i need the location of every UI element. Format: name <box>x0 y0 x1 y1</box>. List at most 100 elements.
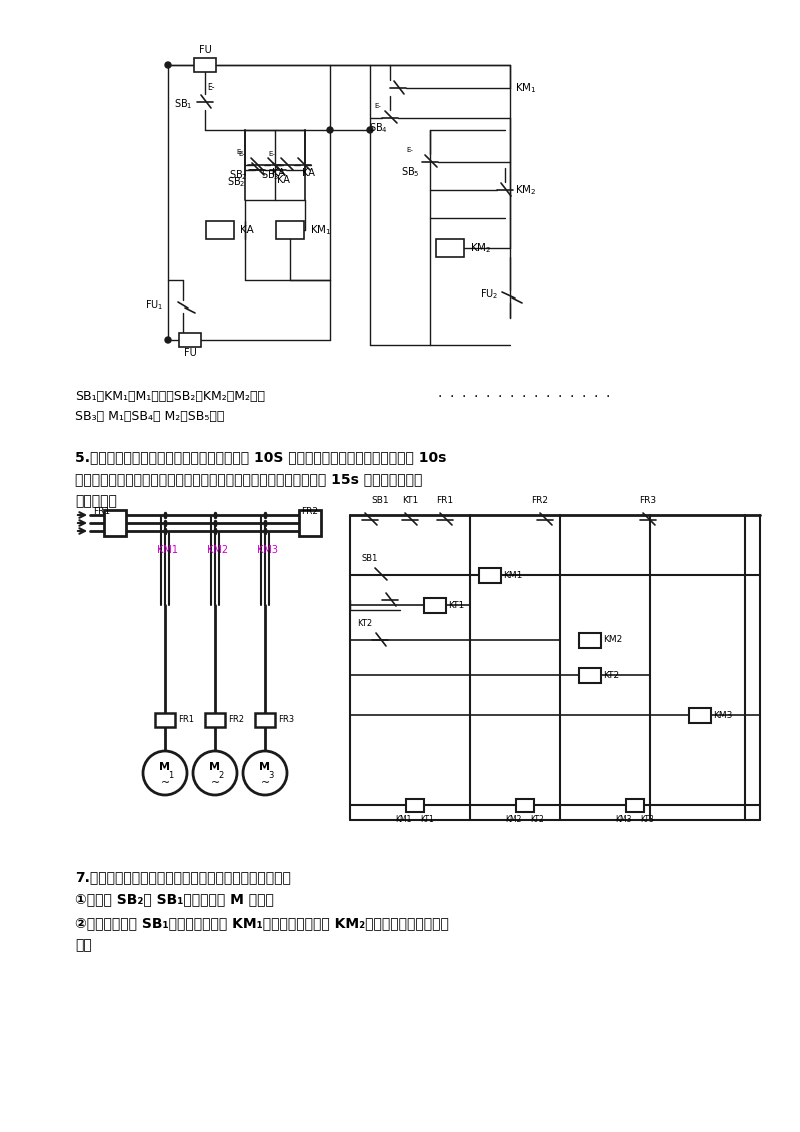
Text: E-: E- <box>207 84 214 93</box>
Circle shape <box>165 62 171 68</box>
Text: SB1: SB1 <box>371 496 389 505</box>
Bar <box>194 58 216 72</box>
Text: KT1: KT1 <box>420 815 434 824</box>
Text: SB₁、KM₁、M₁启动，SB₂、KM₂、M₂启动: SB₁、KM₁、M₁启动，SB₂、KM₂、M₂启动 <box>75 391 265 403</box>
Text: KT2: KT2 <box>603 670 619 679</box>
Circle shape <box>327 127 333 132</box>
Bar <box>155 713 175 727</box>
Text: SB$_2$: SB$_2$ <box>229 168 247 182</box>
Text: KM$_2$: KM$_2$ <box>515 183 537 197</box>
Text: 1: 1 <box>168 771 174 780</box>
Bar <box>255 713 275 727</box>
Text: E-: E- <box>406 147 414 153</box>
Circle shape <box>367 127 373 132</box>
Text: FR2: FR2 <box>228 715 244 724</box>
Circle shape <box>243 751 287 795</box>
Circle shape <box>193 751 237 795</box>
Bar <box>206 221 234 239</box>
Text: FR1: FR1 <box>94 507 110 516</box>
Text: FU: FU <box>198 45 211 55</box>
Text: E-: E- <box>374 103 382 109</box>
Text: FU: FU <box>184 348 196 358</box>
Bar <box>579 633 601 648</box>
Bar <box>406 798 424 812</box>
Text: 2: 2 <box>218 771 224 780</box>
Text: 3: 3 <box>268 771 274 780</box>
Bar <box>626 798 644 812</box>
Text: KM3: KM3 <box>713 711 732 720</box>
Text: M: M <box>210 762 221 772</box>
Text: KM1: KM1 <box>157 544 178 555</box>
Text: FU$_2$: FU$_2$ <box>480 288 498 301</box>
Text: ·: · <box>474 391 478 404</box>
Text: 7.画出笼型异步电动机的能耗制动控制电路，要求如下。: 7.画出笼型异步电动机的能耗制动控制电路，要求如下。 <box>75 871 291 884</box>
Text: KA: KA <box>240 225 254 235</box>
Bar <box>424 598 446 612</box>
Text: FR3: FR3 <box>278 715 294 724</box>
Text: KA: KA <box>302 168 314 178</box>
Text: KM2: KM2 <box>505 815 521 824</box>
Text: ·: · <box>570 391 574 404</box>
Text: KM2: KM2 <box>207 544 228 555</box>
Text: SB₃停 M₁，SB₄停 M₂，SB₅总停: SB₃停 M₁，SB₄停 M₂，SB₅总停 <box>75 410 224 423</box>
Text: KM$_1$: KM$_1$ <box>515 82 537 95</box>
Text: KM1: KM1 <box>503 571 522 580</box>
Text: SB$_3$: SB$_3$ <box>261 168 279 182</box>
Text: ·: · <box>462 391 466 404</box>
Bar <box>516 798 534 812</box>
Text: ①用按鈕 SB₂和 SB₁控制电动机 M 的起停: ①用按鈕 SB₂和 SB₁控制电动机 M 的起停 <box>75 892 274 906</box>
Text: KA: KA <box>271 168 285 178</box>
Text: KT1: KT1 <box>402 496 418 505</box>
Text: SB$_1$: SB$_1$ <box>174 97 192 111</box>
Text: ·: · <box>546 391 550 404</box>
Text: ~: ~ <box>260 778 270 788</box>
Text: KA: KA <box>277 175 290 185</box>
Text: KM$_1$: KM$_1$ <box>310 223 332 237</box>
Text: FR2: FR2 <box>302 507 318 516</box>
Bar <box>179 333 201 348</box>
Text: FR1: FR1 <box>178 715 194 724</box>
Bar <box>436 239 464 257</box>
Text: ②按下停止按鈕 SB₁时，应使接触器 KM₁断电释放，接触器 KM₂通电运行，进行能耗制: ②按下停止按鈕 SB₁时，应使接触器 KM₁断电释放，接触器 KM₂通电运行，进… <box>75 916 449 931</box>
Text: SB$_5$: SB$_5$ <box>401 165 419 179</box>
Text: KT3: KT3 <box>640 815 654 824</box>
Text: KM3: KM3 <box>257 544 278 555</box>
Bar <box>689 708 711 722</box>
Text: ~: ~ <box>210 778 220 788</box>
Text: KT2: KT2 <box>530 815 544 824</box>
Text: ·: · <box>510 391 514 404</box>
Text: KT2: KT2 <box>358 619 373 628</box>
Circle shape <box>143 751 187 795</box>
Text: M: M <box>259 762 270 772</box>
Text: KM3: KM3 <box>614 815 631 824</box>
Text: KT1: KT1 <box>448 600 464 609</box>
Bar <box>276 221 304 239</box>
Circle shape <box>165 337 171 343</box>
Text: KM1: KM1 <box>395 815 411 824</box>
Text: SB$_2$: SB$_2$ <box>226 175 246 189</box>
Text: ·: · <box>438 391 442 404</box>
Text: SB$_4$: SB$_4$ <box>369 121 387 135</box>
Text: ·: · <box>450 391 454 404</box>
Text: E-: E- <box>237 149 243 155</box>
Text: ·: · <box>594 391 598 404</box>
Text: 5.设计一个控制电路，要求第一台电动机启动 10S 后，第二台电动机自行起动，运行 10s: 5.设计一个控制电路，要求第一台电动机启动 10S 后，第二台电动机自行起动，运… <box>75 451 446 464</box>
Text: ~: ~ <box>160 778 170 788</box>
Text: ·: · <box>582 391 586 404</box>
Text: SB1: SB1 <box>362 554 378 563</box>
Text: ·: · <box>498 391 502 404</box>
Text: ·: · <box>534 391 538 404</box>
Text: ·: · <box>522 391 526 404</box>
Text: 后，第一台电动机停止运行并同时使第三台电动机自行起动，再运行 15s 后，电动机全部: 后，第一台电动机停止运行并同时使第三台电动机自行起动，再运行 15s 后，电动机… <box>75 472 422 486</box>
Text: FR3: FR3 <box>639 496 657 505</box>
Text: M: M <box>159 762 170 772</box>
Bar <box>205 713 225 727</box>
Text: 停止运行。: 停止运行。 <box>75 494 117 508</box>
Bar <box>104 511 126 535</box>
Text: ·: · <box>486 391 490 404</box>
Bar <box>579 668 601 683</box>
Bar <box>299 511 321 535</box>
Text: ·: · <box>558 391 562 404</box>
Bar <box>479 567 501 583</box>
Text: 动。: 动。 <box>75 938 92 952</box>
